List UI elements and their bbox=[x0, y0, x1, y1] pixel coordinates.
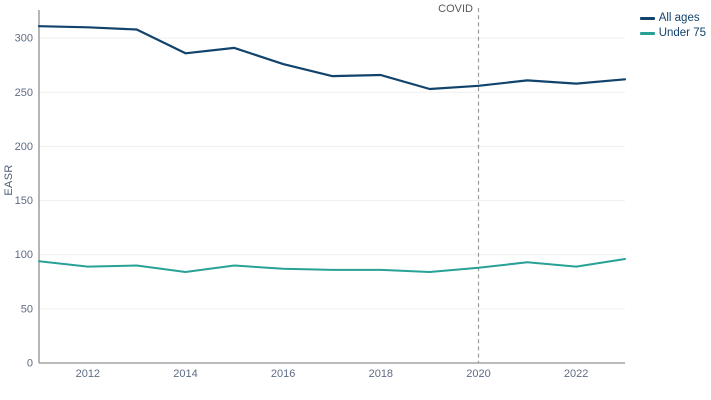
y-tick-label: 200 bbox=[15, 141, 33, 153]
legend: All ages Under 75 bbox=[639, 12, 706, 42]
x-tick-label: 2022 bbox=[564, 368, 588, 380]
y-tick-label: 250 bbox=[15, 87, 33, 99]
y-tick-label: 50 bbox=[21, 303, 33, 315]
x-tick-label: 2016 bbox=[271, 368, 295, 380]
legend-label-under-75: Under 75 bbox=[658, 27, 706, 39]
y-tick-label: 300 bbox=[15, 33, 33, 45]
y-tick-label: 100 bbox=[15, 249, 33, 261]
covid-annotation-label: COVID bbox=[438, 3, 473, 15]
y-tick-label: 0 bbox=[27, 358, 33, 370]
legend-label-all-ages: All ages bbox=[658, 12, 700, 24]
legend-swatch-all-ages bbox=[639, 17, 655, 20]
legend-swatch-under-75 bbox=[639, 32, 655, 35]
x-tick-label: 2020 bbox=[466, 368, 490, 380]
legend-item-under-75[interactable]: Under 75 bbox=[639, 27, 706, 40]
legend-item-all-ages[interactable]: All ages bbox=[639, 12, 706, 25]
x-tick-label: 2018 bbox=[369, 368, 393, 380]
series-line-under-75 bbox=[38, 258, 626, 273]
x-tick-label: 2012 bbox=[76, 368, 100, 380]
y-axis-title: EASR bbox=[3, 164, 15, 196]
x-tick-label: 2014 bbox=[173, 368, 197, 380]
series-line-all-ages bbox=[37, 25, 627, 91]
y-tick-label: 150 bbox=[15, 195, 33, 207]
